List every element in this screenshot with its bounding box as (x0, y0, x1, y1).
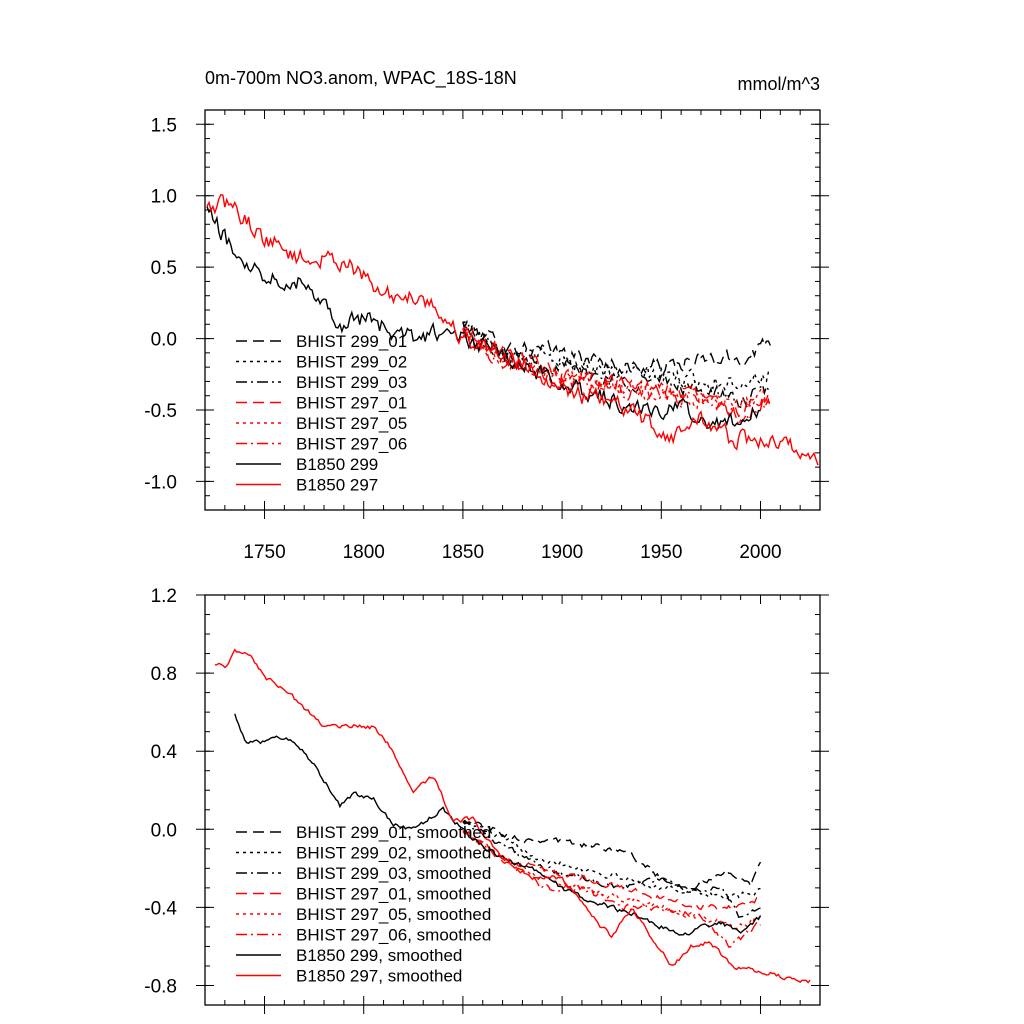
units-label: mmol/m^3 (738, 74, 820, 94)
legend-label: B1850 299, smoothed (296, 946, 462, 965)
legend-label: BHIST 299_03 (296, 373, 407, 392)
series-line-7 (234, 713, 762, 936)
y-tick-label: 0.5 (151, 258, 177, 279)
legend-label: BHIST 299_01 (296, 332, 407, 351)
legend-label: BHIST 297_06, smoothed (296, 926, 491, 945)
panel-top: 0m-700m NO3.anom, WPAC_18S-18N mmol/m^3 … (144, 68, 829, 563)
x-tick-label: 1800 (343, 542, 385, 563)
y-tick-label: -0.8 (144, 976, 177, 997)
legend-label: BHIST 297_05, smoothed (296, 905, 491, 924)
series-line-8 (206, 193, 819, 466)
y-tick-label: -1.0 (144, 472, 177, 493)
y-tick-label: 0.4 (151, 742, 178, 763)
series-line-5 (462, 326, 771, 410)
series-line-7 (206, 206, 761, 430)
series-line-2 (462, 321, 771, 392)
legend-label: BHIST 299_02, smoothed (296, 844, 491, 863)
chart-title: 0m-700m NO3.anom, WPAC_18S-18N (205, 68, 517, 89)
y-tick-label: 1.0 (151, 187, 177, 208)
legend-label: BHIST 299_03, smoothed (296, 864, 491, 883)
series-line-8 (214, 648, 811, 984)
legend-label: BHIST 299_02 (296, 353, 407, 372)
series-line-3 (462, 819, 761, 919)
y-tick-label: 0.0 (151, 330, 177, 351)
series-line-6 (462, 828, 761, 948)
panel-bottom: 1.2 0.8 0.4 0.0 -0.4 -0.8 BHIST 299_01, smooth… (144, 586, 829, 1014)
x-tick-label: 1900 (541, 542, 583, 563)
legend-label: BHIST 297_06 (296, 435, 407, 454)
y-tick-label: -0.5 (144, 401, 177, 422)
y-tick-label: 0.0 (151, 820, 177, 841)
x-tick-label: 2000 (739, 542, 781, 563)
y-tick-label: 0.8 (151, 664, 177, 685)
x-tick-label: 1950 (640, 542, 682, 563)
legend-label: BHIST 297_01 (296, 394, 407, 413)
legend-label: BHIST 299_01, smoothed (296, 823, 491, 842)
x-tick-label: 1750 (243, 542, 285, 563)
series-line-1 (462, 319, 772, 376)
series-line-3 (462, 321, 771, 409)
series-line-5 (462, 829, 761, 930)
legend-label: BHIST 297_05 (296, 414, 407, 433)
legend-label: BHIST 297_01, smoothed (296, 885, 491, 904)
legend-label: B1850 297, smoothed (296, 967, 462, 986)
plot-frame (204, 594, 821, 1006)
series-line-4 (462, 326, 772, 418)
y-tick-label: 1.2 (151, 586, 177, 607)
y-tick-label: 1.5 (151, 115, 177, 136)
series-line-1 (462, 820, 762, 893)
series-line-2 (462, 819, 761, 901)
y-tick-label: -0.4 (144, 898, 177, 919)
legend-label: B1850 299 (296, 455, 378, 474)
series-line-6 (462, 328, 772, 428)
x-tick-label: 1850 (442, 542, 484, 563)
series-line-4 (462, 831, 761, 911)
legend-label: B1850 297 (296, 476, 378, 495)
